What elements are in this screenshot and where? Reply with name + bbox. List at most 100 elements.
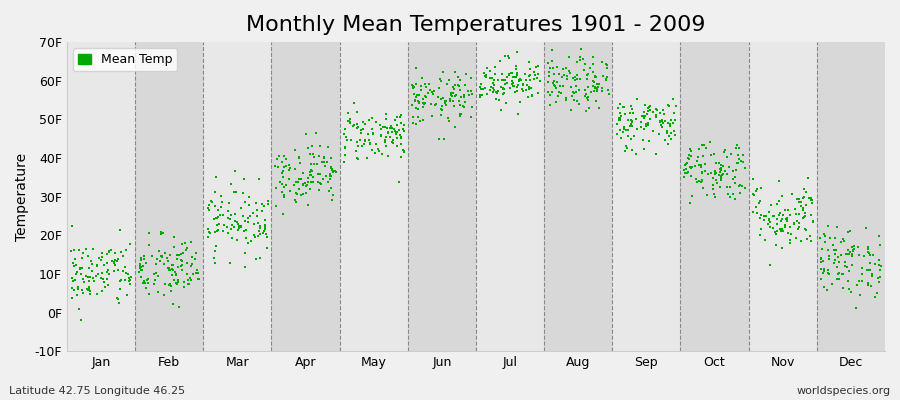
Point [698, 161, 712, 167]
Point [826, 242, 841, 248]
Point [275, 174, 290, 180]
Point [779, 215, 794, 222]
Point [165, 262, 179, 268]
Point [438, 98, 453, 104]
Point [338, 143, 352, 150]
Point [207, 203, 221, 210]
Point [473, 86, 488, 92]
Point [256, 203, 271, 209]
Point [425, 88, 439, 95]
Point [614, 113, 628, 119]
Point [148, 277, 162, 283]
Point [387, 126, 401, 132]
Point [584, 89, 598, 95]
Point [82, 286, 96, 292]
Point [612, 115, 626, 122]
Point [226, 188, 240, 195]
Point [570, 98, 584, 104]
Point [274, 159, 289, 165]
Point [500, 74, 514, 80]
Point [792, 199, 806, 205]
Point [640, 111, 654, 118]
Point [694, 164, 708, 170]
Point [864, 283, 878, 289]
Point [432, 135, 446, 142]
Point [238, 264, 252, 271]
Point [464, 104, 479, 110]
Point [571, 58, 585, 65]
Point [546, 82, 561, 88]
Point [216, 228, 230, 234]
Point [782, 236, 796, 243]
Point [776, 228, 790, 234]
Point [140, 284, 154, 291]
Point [714, 165, 728, 172]
Point [153, 258, 167, 264]
Point [225, 222, 239, 228]
Point [202, 230, 217, 236]
Point [472, 94, 487, 100]
Point [383, 134, 398, 140]
Point [726, 168, 741, 174]
Point [612, 110, 626, 117]
Point [559, 65, 573, 72]
Point [100, 250, 114, 257]
Bar [272, 42, 339, 351]
Point [542, 72, 556, 79]
Point [171, 277, 185, 284]
Point [684, 152, 698, 159]
Point [818, 233, 832, 239]
Point [483, 68, 498, 74]
Point [381, 129, 395, 136]
Point [174, 251, 188, 258]
Point [163, 267, 177, 274]
Point [544, 89, 559, 96]
Point [571, 76, 585, 83]
Point [415, 75, 429, 81]
Point [568, 74, 582, 80]
Point [714, 175, 728, 181]
Point [271, 164, 285, 170]
Point [758, 237, 772, 244]
Point [318, 163, 332, 169]
Point [695, 177, 709, 184]
Point [861, 266, 876, 273]
Point [94, 257, 108, 264]
Point [625, 121, 639, 128]
Point [111, 256, 125, 262]
Point [133, 256, 148, 263]
Point [832, 270, 846, 276]
Point [169, 280, 184, 286]
Point [141, 276, 156, 282]
Point [82, 265, 96, 271]
Point [525, 92, 539, 98]
Point [707, 191, 722, 197]
Point [100, 259, 114, 266]
Point [729, 160, 743, 166]
Point [712, 160, 726, 166]
Point [72, 306, 86, 312]
Point [289, 190, 303, 196]
Point [708, 160, 723, 166]
Point [178, 247, 193, 253]
Point [394, 154, 409, 160]
Point [393, 112, 408, 118]
Point [350, 120, 365, 127]
Point [300, 182, 314, 189]
Point [392, 114, 407, 120]
Point [818, 238, 832, 245]
Bar [203, 42, 272, 351]
Point [174, 263, 188, 269]
Point [459, 71, 473, 77]
Point [317, 153, 331, 160]
Point [694, 179, 708, 185]
Point [299, 131, 313, 137]
Point [860, 281, 875, 287]
Point [731, 152, 745, 158]
Point [213, 192, 228, 199]
Point [449, 92, 464, 98]
Point [662, 120, 676, 126]
Point [390, 122, 404, 128]
Point [453, 87, 467, 94]
Point [422, 81, 436, 88]
